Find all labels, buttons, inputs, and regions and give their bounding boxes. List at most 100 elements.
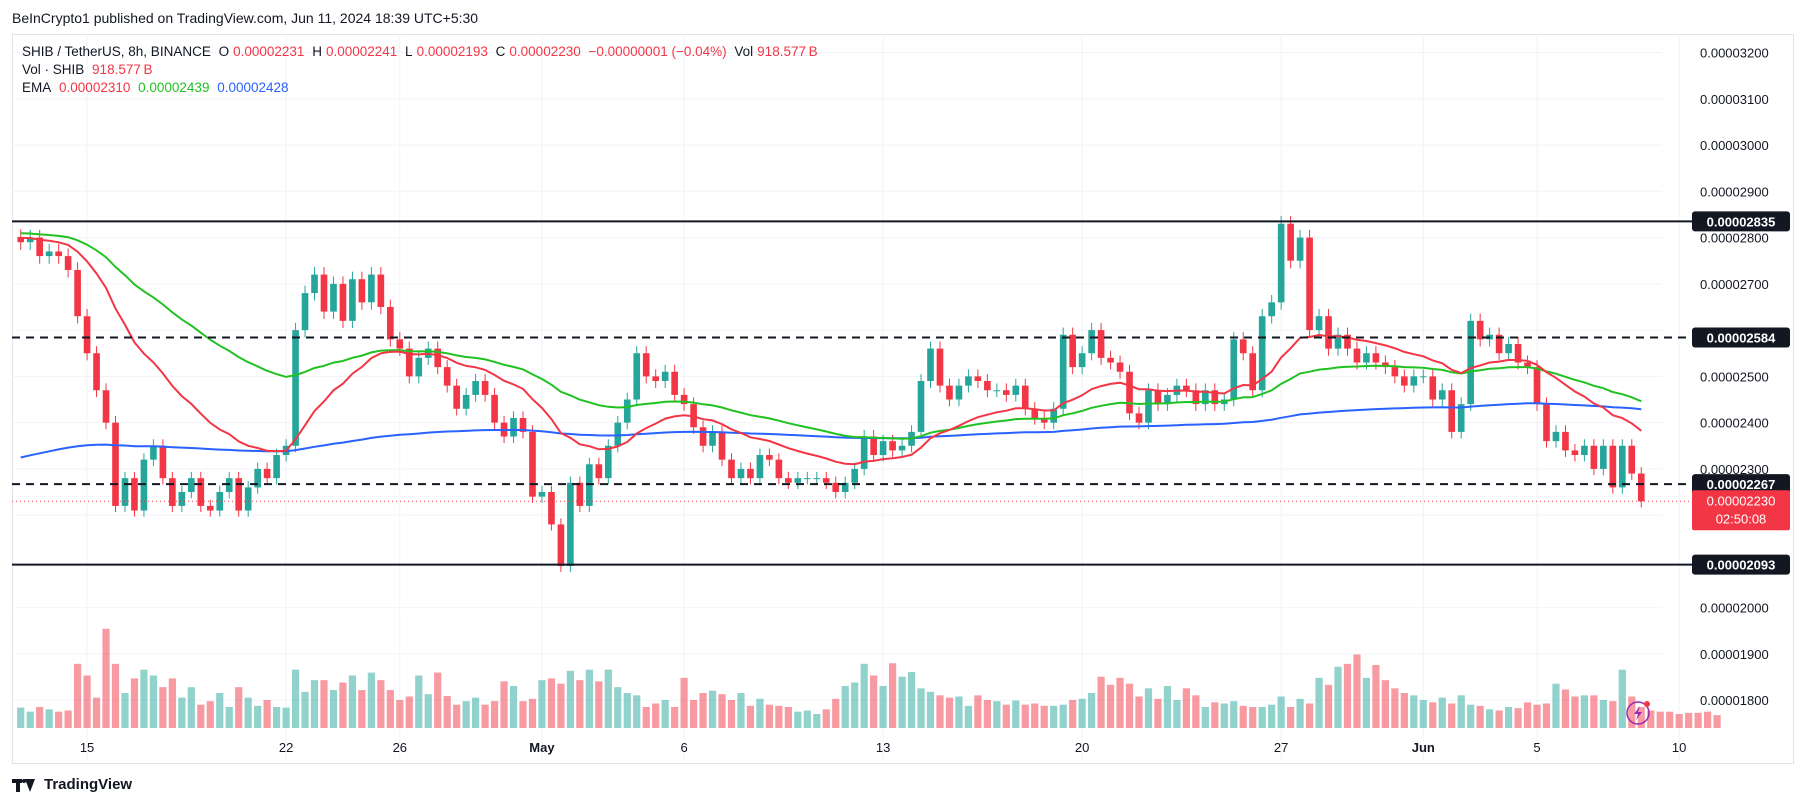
open-label: O <box>218 44 230 59</box>
x-tick-label: May <box>529 740 555 755</box>
volume-bar <box>424 694 432 728</box>
candle <box>178 492 186 506</box>
y-tick-label: 0.00003200 <box>1700 46 1769 61</box>
candle <box>26 237 34 243</box>
volume-bar <box>291 669 300 728</box>
y-tick-label: 0.00002700 <box>1700 277 1769 292</box>
volume-bar <box>936 695 944 728</box>
volume-bar <box>130 678 139 728</box>
volume-bar <box>538 680 546 728</box>
volume-bar <box>159 687 167 728</box>
level-price-label: 0.00002835 <box>1707 214 1776 229</box>
volume-bar <box>282 707 290 728</box>
candle <box>339 283 347 321</box>
candle <box>1059 334 1067 409</box>
volume-bar <box>1343 663 1352 728</box>
x-tick-label: 26 <box>393 740 407 755</box>
candle <box>1372 353 1380 363</box>
x-tick-label: 5 <box>1533 740 1540 755</box>
volume-bar <box>1125 683 1134 728</box>
candle <box>1581 445 1588 456</box>
volume-bar <box>576 680 584 728</box>
volume-bar <box>1476 705 1484 728</box>
volume-bar <box>557 683 565 728</box>
volume-bar <box>1419 700 1427 728</box>
candle <box>1618 445 1626 488</box>
volume-bar <box>547 678 556 728</box>
candle <box>1334 334 1342 349</box>
ema-legend: EMA 0.00002310 0.00002439 0.00002428 <box>22 80 293 95</box>
candle <box>263 468 271 479</box>
candle <box>993 390 1001 392</box>
candle <box>538 492 546 497</box>
candle <box>595 464 603 479</box>
volume-bar <box>386 690 394 728</box>
volume-bar <box>396 700 404 728</box>
candle <box>529 431 536 497</box>
level-price-label: 0.00002584 <box>1707 331 1776 346</box>
tradingview-footer[interactable]: TradingView <box>12 776 132 793</box>
candle <box>1097 330 1105 358</box>
volume-bar <box>642 707 650 728</box>
candle <box>1552 431 1560 442</box>
volume-bar <box>964 705 973 728</box>
volume-bar <box>216 693 224 728</box>
volume-bar <box>983 700 991 728</box>
candle <box>415 357 423 377</box>
candle <box>1419 376 1427 378</box>
volume-bar <box>595 681 603 728</box>
candle <box>1078 353 1086 368</box>
candle <box>1031 408 1039 419</box>
y-tick-label: 0.00002800 <box>1700 231 1769 246</box>
volume-bar <box>1514 708 1522 728</box>
volume-bar <box>1050 705 1058 728</box>
volume-bar <box>273 707 281 728</box>
candle <box>718 431 726 460</box>
candle <box>642 353 650 377</box>
tradingview-brand: TradingView <box>44 776 133 793</box>
candle <box>623 399 631 423</box>
candle <box>206 505 214 511</box>
candle <box>1287 223 1294 261</box>
candle <box>879 441 887 456</box>
volume-bar <box>870 675 878 728</box>
volume-bar <box>689 700 698 728</box>
candle <box>443 367 451 386</box>
candle <box>747 468 754 479</box>
candle <box>1021 385 1029 409</box>
volume-bar <box>1457 695 1465 728</box>
candle <box>1363 353 1370 363</box>
candle <box>1609 445 1617 488</box>
volume-bar <box>1220 703 1228 728</box>
volume-bar <box>1429 702 1437 728</box>
candle <box>74 269 81 317</box>
volume-bar <box>1410 695 1418 728</box>
candle <box>813 478 821 480</box>
volume-bar <box>1599 700 1607 728</box>
volume-bar <box>244 697 252 728</box>
candle <box>491 394 498 423</box>
candle <box>235 478 243 511</box>
y-tick-label: 0.00001900 <box>1700 647 1769 662</box>
volume-bar <box>1647 710 1655 728</box>
volume-bar <box>320 680 328 728</box>
candle <box>1088 330 1095 354</box>
candle <box>159 445 167 479</box>
volume-bar <box>993 701 1001 728</box>
candle <box>377 274 385 307</box>
volume-bar <box>1628 696 1636 728</box>
volume-bar <box>775 705 783 728</box>
y-tick-label: 0.00003100 <box>1700 92 1769 107</box>
volume-bar <box>1135 696 1143 728</box>
volume-bar <box>1381 680 1389 728</box>
volume-bar <box>737 693 745 728</box>
candle <box>1600 445 1607 469</box>
ema-slow-value: 0.00002428 <box>217 80 289 95</box>
candle <box>83 316 91 354</box>
candle <box>1476 320 1484 340</box>
level-price-label: 0.00002093 <box>1707 558 1776 573</box>
candle <box>64 256 72 270</box>
candle <box>1268 302 1275 317</box>
volume-bar <box>377 680 385 728</box>
